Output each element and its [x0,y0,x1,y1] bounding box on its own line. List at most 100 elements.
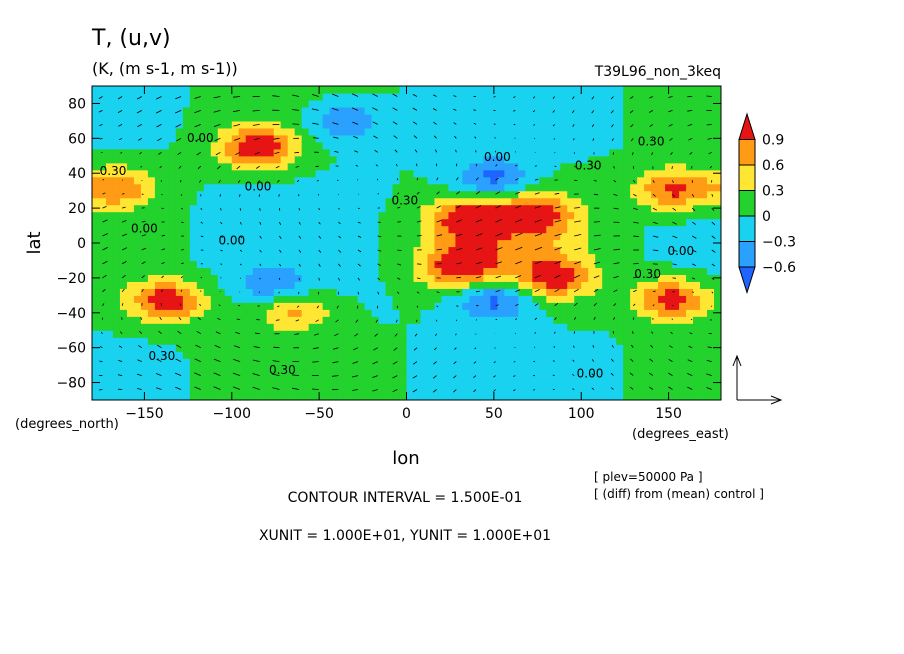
field-cell [98,358,107,366]
field-cell [168,379,177,387]
field-cell [168,190,177,199]
field-cell [455,302,464,310]
wind-vector [554,260,562,265]
field-cell [287,169,296,178]
wind-vector [455,163,458,167]
wind-vector [554,233,562,237]
field-cell [112,288,121,296]
wind-vector [199,179,202,183]
field-cell [595,393,603,400]
field-cell [644,253,652,262]
field-cell [588,204,596,213]
field-cell [280,218,289,227]
field-cell [182,365,191,373]
field-cell [539,162,547,171]
wind-vector [706,124,712,126]
field-cell [532,267,540,275]
field-cell [350,393,359,400]
field-cell [147,211,156,220]
field-cell [392,86,401,94]
wind-vector [613,289,618,293]
field-cell [357,260,366,269]
field-cell [217,288,226,296]
field-cell [252,260,261,269]
wind-vector [98,96,103,99]
wind-vector [630,358,634,362]
field-cell [469,218,477,227]
field-cell [350,113,359,122]
field-cell [105,309,114,317]
field-cell [329,337,338,345]
field-cell [406,106,415,115]
field-cell [546,295,554,303]
field-cell [308,246,317,255]
wind-vector [311,94,319,97]
field-cell [707,379,715,387]
field-cell [252,393,261,400]
field-cell [203,92,212,101]
field-cell [434,225,443,234]
field-cell [175,162,184,171]
wind-vector [121,274,126,279]
field-cell [427,379,436,387]
field-cell [448,281,457,289]
field-cell [266,232,275,241]
field-cell [518,197,526,206]
field-cell [399,323,408,331]
field-cell [630,379,638,387]
field-cell [574,141,582,150]
field-cell [700,358,708,366]
field-cell [154,225,163,234]
field-cell [553,169,561,178]
field-cell [266,316,275,324]
field-cell [420,176,429,185]
field-cell [539,127,547,136]
field-cell [217,337,226,345]
field-cell [329,281,338,289]
field-cell [532,148,540,157]
field-cell [637,365,645,373]
field-cell [406,337,415,345]
field-cell [161,190,170,199]
field-cell [567,86,575,94]
field-cell [399,288,408,296]
field-cell [679,169,687,178]
wind-vector [455,333,457,336]
field-cell [322,358,331,366]
field-cell [385,99,394,108]
wind-vector [688,137,693,141]
field-cell [371,330,380,338]
field-cell [161,358,170,366]
field-cell [266,393,275,400]
field-cell [413,155,422,164]
field-cell [203,134,212,143]
field-cell [287,253,296,262]
field-cell [196,295,205,303]
field-cell [350,274,359,282]
wind-vector [318,235,322,239]
field-cell [238,106,247,115]
field-cell [700,148,708,157]
field-cell [203,253,212,262]
wind-vector [213,96,221,99]
field-cell [266,372,275,380]
field-cell [266,86,275,94]
field-cell [434,99,443,108]
y-tick-label: 40 [68,166,86,182]
field-cell [644,120,652,129]
field-cell [329,379,338,387]
field-cell [287,372,296,380]
field-cell [252,239,261,248]
field-cell [357,92,366,101]
field-cell [686,141,694,150]
field-cell [196,113,205,122]
field-cell [385,316,394,324]
wind-vector [200,221,204,224]
field-cell [189,232,198,241]
field-cell [658,155,666,164]
wind-vector [175,372,182,376]
field-cell [532,260,540,269]
field-cell [294,351,303,359]
field-cell [679,190,687,199]
field-cell [161,141,170,150]
